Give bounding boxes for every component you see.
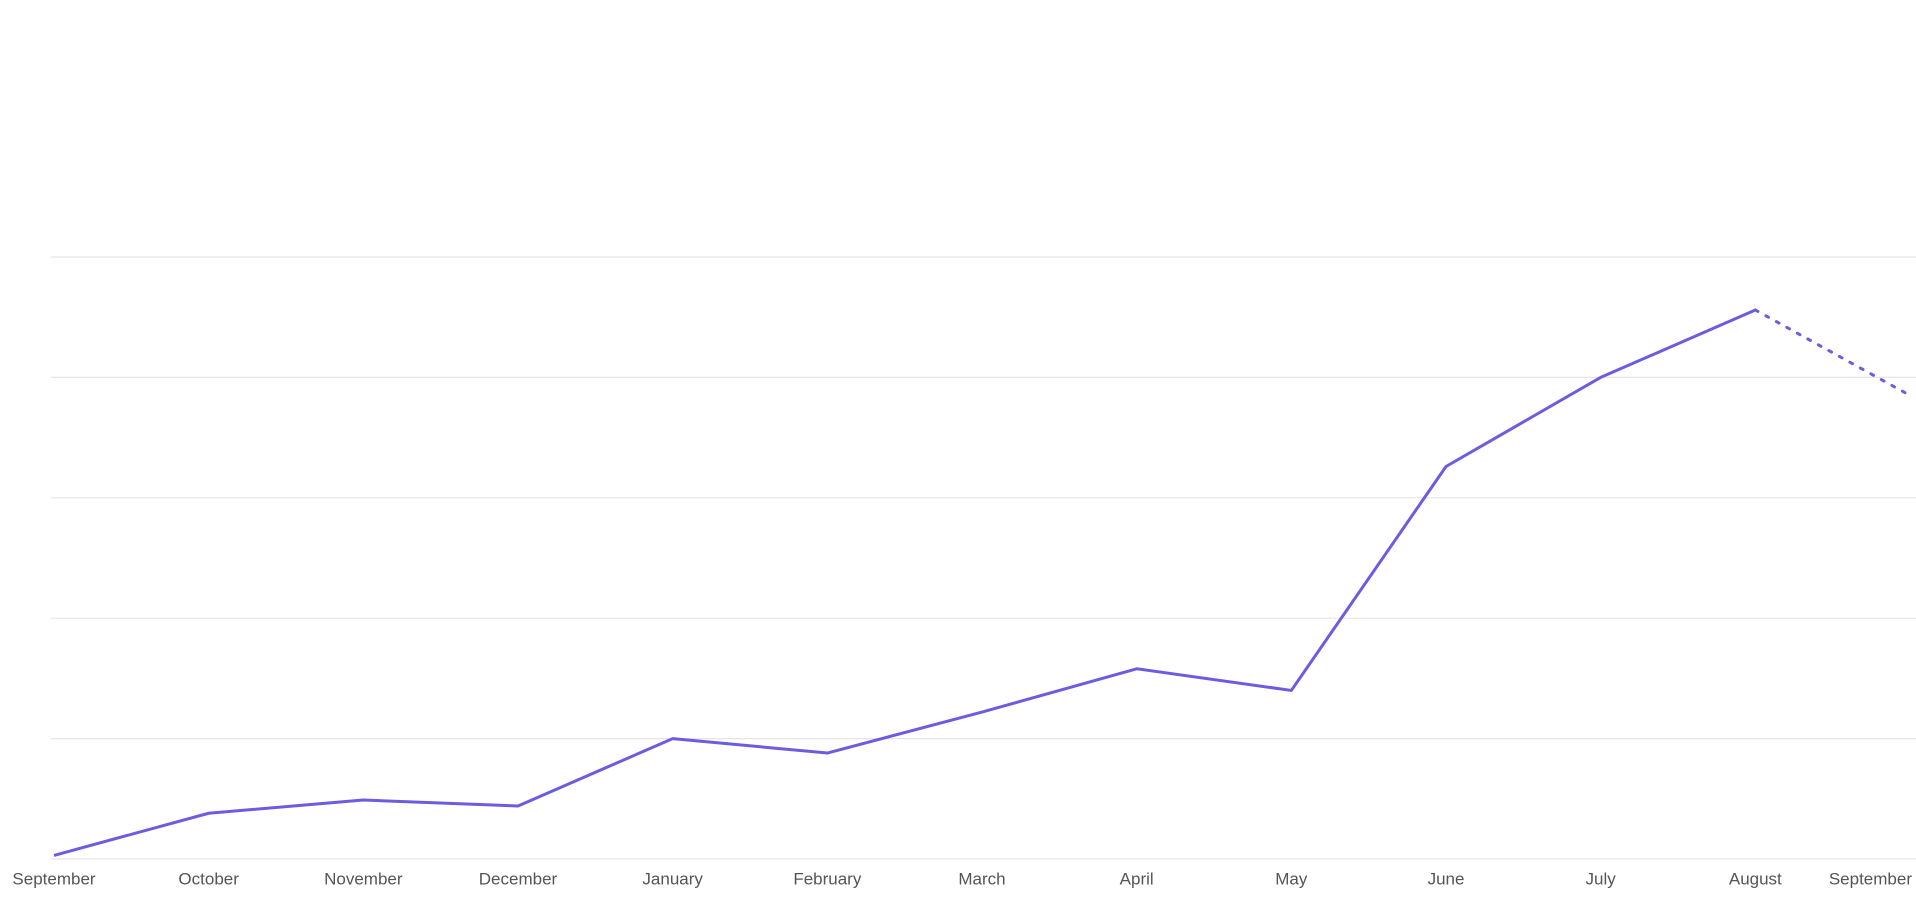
x-tick-label: November	[324, 869, 403, 888]
x-tick-label: December	[479, 869, 558, 888]
x-tick-label: April	[1120, 869, 1154, 888]
x-tick-label: March	[958, 869, 1005, 888]
x-tick-label: October	[178, 869, 239, 888]
x-tick-label: May	[1275, 869, 1308, 888]
x-tick-label: February	[793, 869, 862, 888]
x-tick-label: June	[1428, 869, 1465, 888]
x-tick-label: January	[642, 869, 703, 888]
x-tick-label: July	[1586, 869, 1617, 888]
x-tick-label: September	[12, 869, 95, 888]
x-tick-label: August	[1729, 869, 1782, 888]
x-tick-label: September	[1829, 869, 1912, 888]
data-line	[1753, 308, 1912, 397]
data-line	[53, 308, 1756, 857]
